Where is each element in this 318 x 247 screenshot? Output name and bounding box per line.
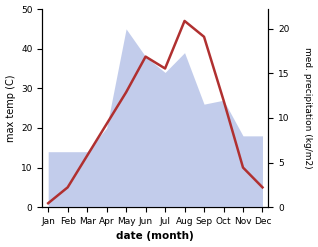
Y-axis label: med. precipitation (kg/m2): med. precipitation (kg/m2) bbox=[303, 47, 313, 169]
Y-axis label: max temp (C): max temp (C) bbox=[5, 74, 16, 142]
X-axis label: date (month): date (month) bbox=[116, 231, 194, 242]
